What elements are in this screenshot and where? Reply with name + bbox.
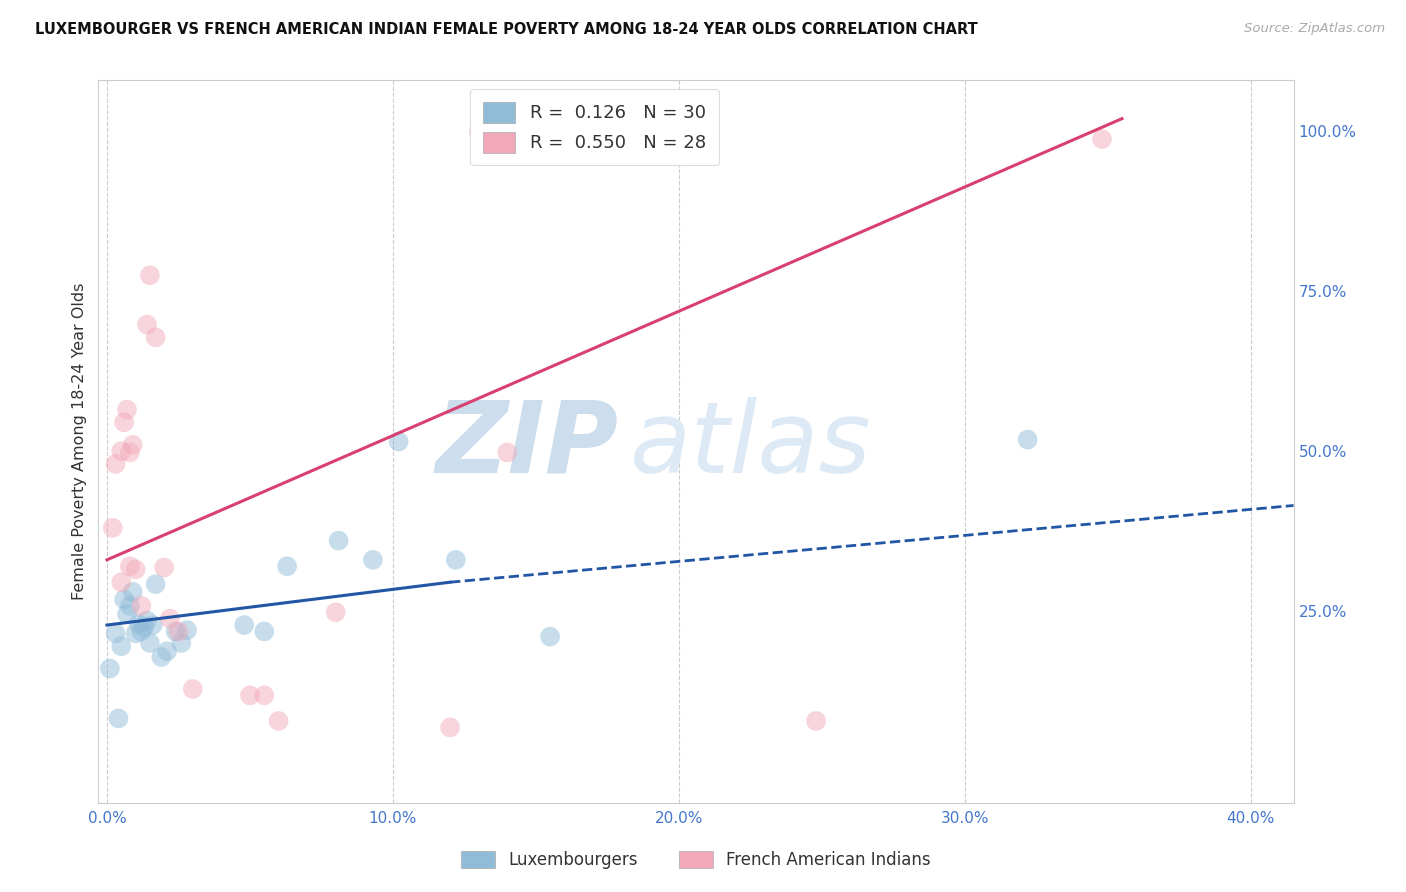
Point — [139, 268, 162, 283]
Point — [1091, 132, 1114, 146]
Point — [181, 681, 204, 696]
Point — [165, 624, 187, 639]
Point — [118, 559, 141, 574]
Point — [112, 592, 135, 607]
Point — [145, 577, 167, 591]
Point — [104, 626, 127, 640]
Point — [118, 445, 141, 459]
Point — [156, 644, 179, 658]
Point — [98, 661, 121, 675]
Point — [1017, 433, 1039, 447]
Point — [239, 689, 262, 703]
Point — [121, 584, 143, 599]
Point — [328, 533, 350, 548]
Point — [104, 457, 127, 471]
Point — [233, 618, 256, 632]
Point — [538, 630, 561, 644]
Point — [107, 711, 129, 725]
Point — [110, 639, 132, 653]
Point — [134, 620, 156, 634]
Text: ZIP: ZIP — [436, 397, 619, 493]
Point — [136, 318, 159, 332]
Point — [101, 521, 124, 535]
Point — [115, 607, 138, 622]
Point — [253, 689, 276, 703]
Point — [159, 612, 181, 626]
Y-axis label: Female Poverty Among 18-24 Year Olds: Female Poverty Among 18-24 Year Olds — [72, 283, 87, 600]
Point — [145, 330, 167, 344]
Point — [127, 616, 149, 631]
Text: Source: ZipAtlas.com: Source: ZipAtlas.com — [1244, 22, 1385, 36]
Point — [267, 714, 290, 728]
Point — [253, 624, 276, 639]
Point — [361, 553, 384, 567]
Point — [153, 560, 176, 574]
Point — [115, 402, 138, 417]
Point — [167, 624, 190, 639]
Point — [136, 614, 159, 628]
Point — [170, 636, 193, 650]
Point — [112, 415, 135, 429]
Point — [131, 624, 153, 639]
Point — [524, 124, 547, 138]
Point — [496, 445, 519, 459]
Point — [439, 720, 461, 734]
Point — [444, 553, 467, 567]
Point — [804, 714, 827, 728]
Point — [142, 618, 165, 632]
Legend: Luxembourgers, French American Indians: Luxembourgers, French American Indians — [453, 843, 939, 878]
Point — [176, 623, 198, 637]
Text: atlas: atlas — [630, 397, 872, 493]
Point — [467, 124, 489, 138]
Point — [325, 605, 347, 619]
Point — [121, 438, 143, 452]
Point — [276, 559, 298, 574]
Point — [110, 444, 132, 458]
Point — [118, 599, 141, 613]
Text: LUXEMBOURGER VS FRENCH AMERICAN INDIAN FEMALE POVERTY AMONG 18-24 YEAR OLDS CORR: LUXEMBOURGER VS FRENCH AMERICAN INDIAN F… — [35, 22, 979, 37]
Point — [388, 434, 411, 449]
Point — [150, 650, 173, 665]
Point — [131, 599, 153, 613]
Point — [124, 562, 146, 576]
Point — [139, 636, 162, 650]
Point — [110, 575, 132, 590]
Point — [124, 626, 146, 640]
